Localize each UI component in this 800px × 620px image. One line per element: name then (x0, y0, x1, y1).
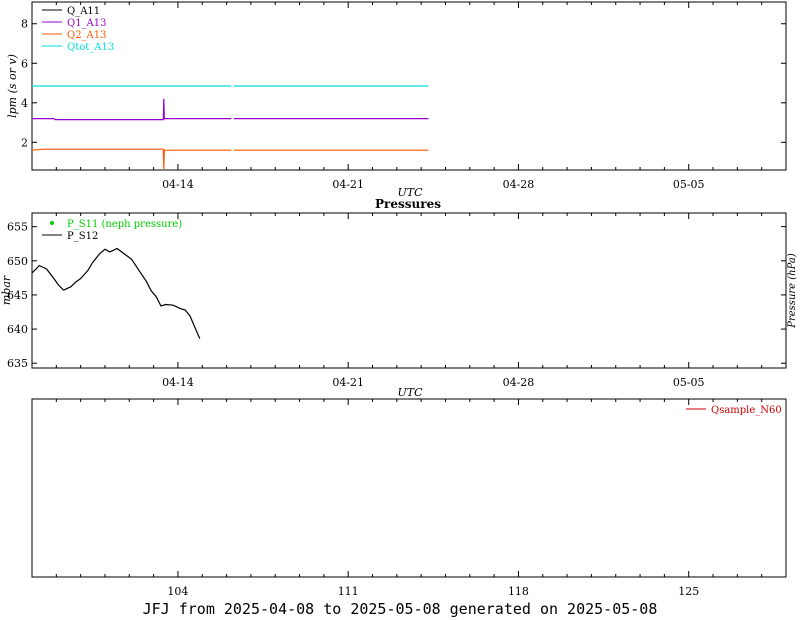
x-tick-label: 04-28 (503, 178, 535, 191)
y-tick-label: 635 (7, 357, 28, 370)
x-tick-label: 04-14 (162, 376, 194, 389)
y-tick-label: 2 (21, 136, 28, 149)
legend-label: Q1_A13 (67, 18, 107, 29)
x-tick-label: 104 (167, 585, 188, 598)
series-line-q1-a13 (32, 98, 429, 121)
x-tick-label: 04-14 (162, 178, 194, 191)
y-axis-label: mbar (0, 275, 13, 305)
x-axis-label: UTC (397, 186, 423, 199)
y-tick-label: 650 (7, 255, 28, 268)
footer-caption: JFJ from 2025-04-08 to 2025-05-08 genera… (142, 600, 658, 618)
x-tick-label: 118 (508, 585, 529, 598)
x-tick-label: 125 (678, 585, 699, 598)
legend-label: Qsample_N60 (711, 405, 782, 416)
plot-frame-sample-flow (31, 398, 787, 578)
legend-marker (50, 221, 54, 225)
y-tick-label: 6 (21, 57, 28, 70)
x-axis-label: UTC (397, 386, 423, 399)
legend-label: Q2_A13 (67, 30, 107, 41)
chart-title: Pressures (375, 197, 441, 211)
series-line-p-s12 (31, 247, 201, 339)
y2-axis-label: Pressure (hPa) (787, 253, 798, 329)
y-tick-label: 8 (21, 18, 28, 31)
y-tick-label: 4 (21, 97, 28, 110)
series-line-q2-a13 (31, 148, 429, 170)
y-tick-label: 640 (7, 323, 28, 336)
legend-label: Qtot_A13 (67, 42, 114, 53)
x-tick-label: 111 (338, 585, 359, 598)
legend-label: P_S12 (67, 231, 98, 242)
x-tick-label: 05-05 (673, 376, 705, 389)
y-tick-label: 655 (7, 221, 28, 234)
y-axis-label: lpm (s or v) (6, 54, 19, 118)
x-tick-label: 05-05 (673, 178, 705, 191)
plot-frame-pressures (31, 212, 787, 369)
legend-label: Q_A11 (67, 6, 100, 17)
x-tick-label: 04-28 (503, 376, 535, 389)
y-tick-label: 645 (7, 289, 28, 302)
legend-label: P_S11 (neph pressure) (67, 219, 182, 230)
x-tick-label: 04-21 (332, 376, 364, 389)
x-tick-label: 04-21 (332, 178, 364, 191)
